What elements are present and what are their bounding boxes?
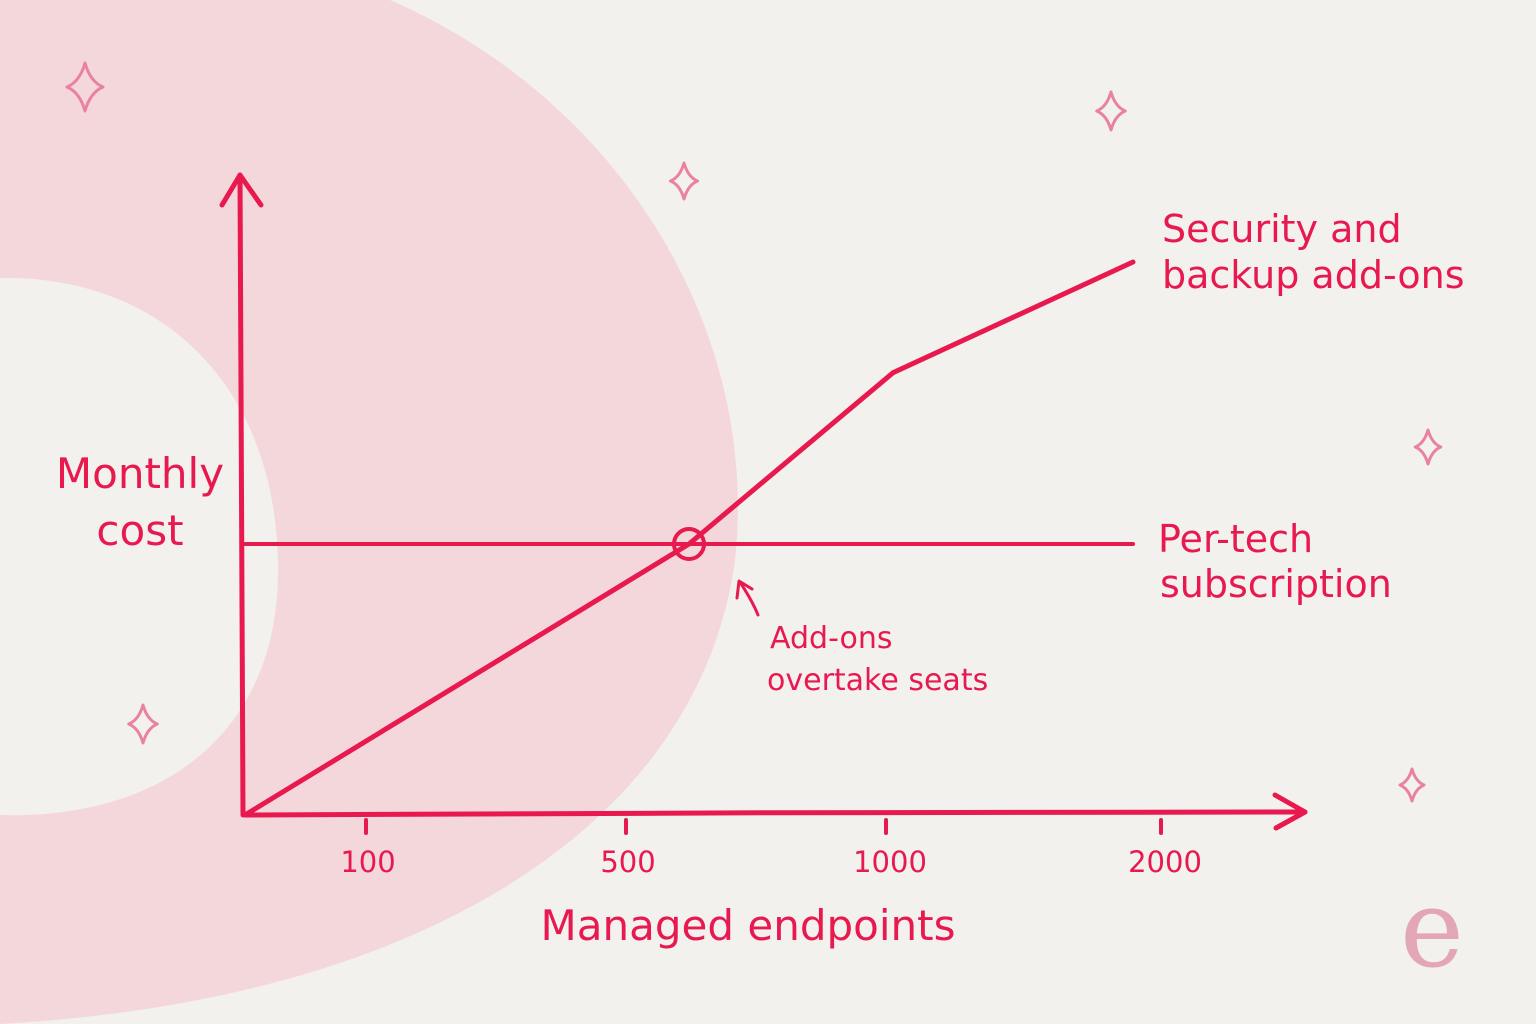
series-label-addons-line-2: backup add-ons — [1162, 253, 1465, 297]
sparkle-icon — [1398, 767, 1426, 803]
sparkle-icon — [669, 161, 699, 201]
axes — [219, 172, 1308, 831]
annotation-arrow — [735, 579, 760, 617]
y-axis-title-line-2: cost — [96, 506, 183, 555]
sparkle-icon — [1413, 428, 1443, 466]
sparkle-icon — [1095, 90, 1127, 132]
y-axis — [237, 172, 246, 818]
series-label-pertech: Per-tech subscription — [1158, 517, 1392, 606]
x-tick-labels: 100 500 1000 2000 — [340, 845, 1202, 879]
series-label-pertech-line-1: Per-tech — [1158, 517, 1313, 561]
x-tick-label: 2000 — [1128, 845, 1202, 879]
x-ticks — [364, 818, 1163, 835]
crossover-marker — [672, 527, 706, 562]
annotation-line-1: Add-ons — [770, 621, 892, 656]
sparkles-group — [65, 61, 1443, 803]
background-crescent — [0, 0, 738, 1024]
x-tick-label: 500 — [600, 845, 655, 879]
y-axis-title-line-1: Monthly — [56, 449, 224, 498]
sparkle-icon — [65, 61, 105, 113]
y-axis-arrowhead — [219, 172, 264, 208]
x-axis — [242, 809, 1308, 818]
series-label-addons-line-1: Security and — [1162, 207, 1402, 251]
x-axis-title: Managed endpoints — [541, 901, 956, 950]
series-label-pertech-line-2: subscription — [1160, 562, 1392, 606]
x-axis-arrowhead — [1272, 792, 1308, 831]
annotation-line-2: overtake seats — [767, 663, 988, 698]
crossover-annotation: Add-ons overtake seats — [767, 621, 988, 698]
series-group — [242, 259, 1136, 818]
x-tick-label: 1000 — [853, 845, 927, 879]
series-line-addons — [242, 259, 1136, 818]
y-axis-title: Monthly cost — [56, 449, 224, 555]
sparkle-icon — [127, 703, 159, 745]
series-label-addons: Security and backup add-ons — [1162, 207, 1465, 297]
x-tick-label: 100 — [340, 845, 395, 879]
brand-logo: e — [1400, 867, 1464, 992]
